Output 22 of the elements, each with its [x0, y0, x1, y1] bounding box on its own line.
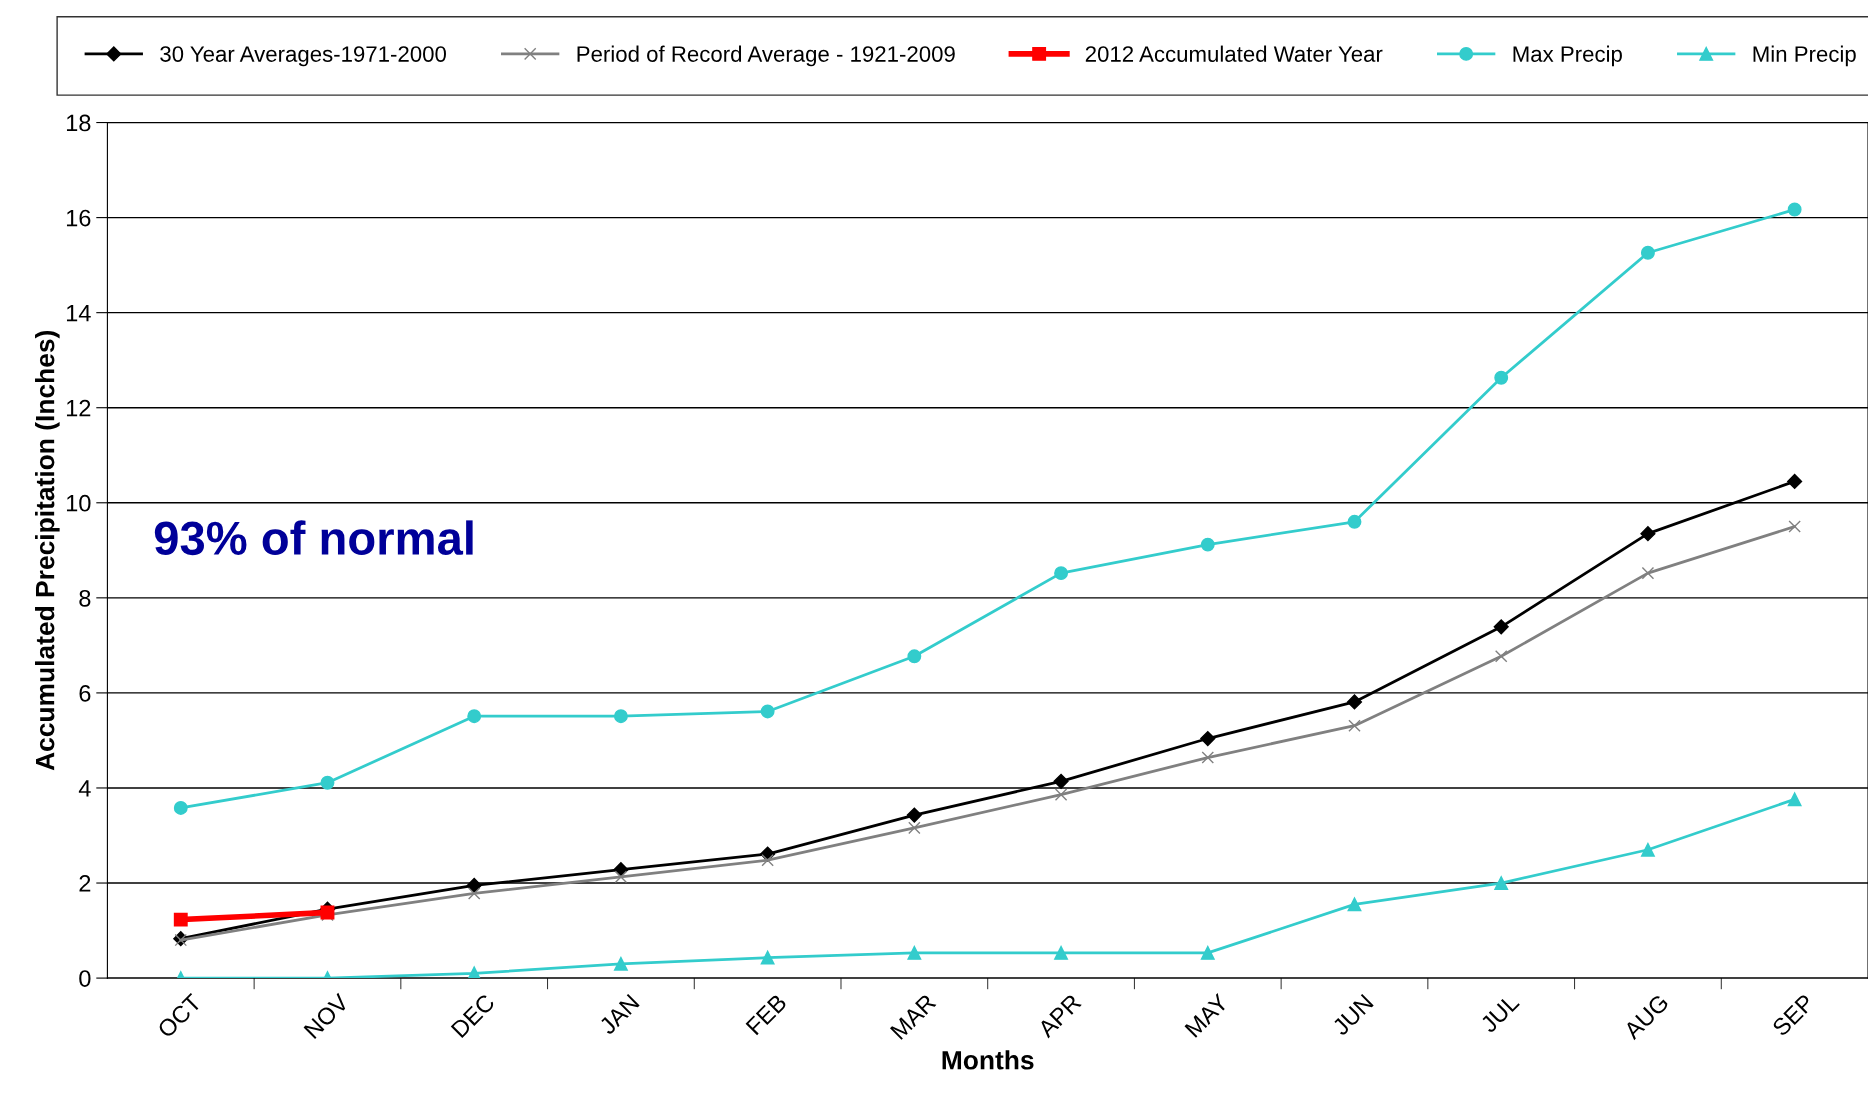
y-tick-label: 12	[66, 399, 91, 417]
x-tick-label: JAN	[598, 993, 640, 1036]
y-tick-label: 2	[79, 875, 91, 892]
x-tick-label: JUL	[1479, 993, 1520, 1034]
legend-label: Min Precip	[1753, 45, 1856, 67]
y-tick-label: 4	[78, 780, 91, 797]
y-tick-label: 0	[79, 970, 91, 987]
y-tick-label: 16	[66, 209, 91, 227]
y-tick-label: 18	[66, 114, 91, 132]
legend-label: Period of Record Average - 1921-2009	[577, 45, 955, 67]
annotation: 93% of normal	[154, 520, 473, 556]
legend-label: 2012 Accumulated Water Year	[1085, 45, 1383, 62]
x-tick-label: FEB	[745, 993, 788, 1036]
y-tick-label: 10	[66, 494, 91, 512]
legend-label: Max Precip	[1513, 45, 1622, 67]
x-tick-label: SEP	[1771, 993, 1815, 1037]
y-axis-title: Accumulated Precipitation (Inches)	[35, 330, 60, 771]
y-tick-label: 14	[66, 304, 91, 322]
x-axis-title: Months	[942, 1050, 1034, 1070]
legend-label: 30 Year Averages-1971-2000	[160, 46, 446, 67]
y-tick-label: 6	[79, 684, 91, 702]
y-tick-label: 8	[79, 589, 91, 607]
